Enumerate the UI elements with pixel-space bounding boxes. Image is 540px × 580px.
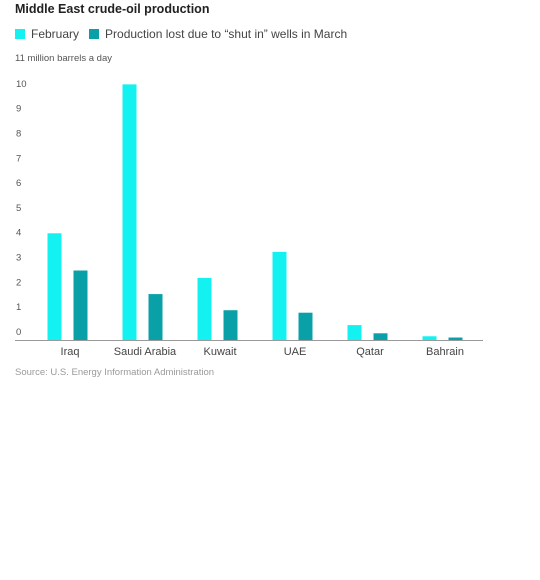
bar-bahrain-series-0 [422, 336, 437, 340]
legend-label-lost: Production lost due to “shut in” wells i… [105, 27, 348, 41]
y-tick-label: 1 [16, 302, 21, 313]
legend-item-february: February [15, 27, 79, 41]
legend-swatch-february [15, 29, 25, 39]
x-tick-label: Kuwait [203, 346, 236, 358]
bar-saudi-arabia-series-0 [122, 84, 137, 340]
bar-saudi-arabia-series-1 [148, 294, 163, 340]
y-tick-label: 9 [16, 104, 21, 115]
bar-uae-series-0 [272, 251, 287, 340]
y-tick-label: 8 [16, 128, 21, 139]
bar-qatar-series-1 [373, 333, 388, 340]
legend-item-lost: Production lost due to “shut in” wells i… [89, 27, 347, 41]
bar-uae-series-1 [298, 312, 313, 340]
bar-iraq-series-1 [73, 270, 88, 340]
x-tick-label: Qatar [356, 346, 384, 358]
x-tick-label: UAE [284, 346, 307, 358]
x-tick-label: Bahrain [426, 346, 464, 358]
y-tick-label: 4 [16, 228, 21, 239]
bar-kuwait-series-0 [197, 277, 212, 340]
y-tick-label: 10 [16, 79, 27, 90]
bar-iraq-series-0 [47, 233, 62, 340]
x-tick-label: Saudi Arabia [114, 346, 177, 358]
legend: February Production lost due to “shut in… [15, 27, 357, 41]
y-tick-label: 6 [16, 178, 21, 189]
source-note: Source: U.S. Energy Information Administ… [15, 367, 215, 378]
legend-label-february: February [31, 27, 80, 41]
bar-bahrain-series-1 [448, 337, 463, 340]
y-tick-label: 3 [16, 253, 21, 264]
bar-kuwait-series-1 [223, 310, 238, 340]
y-tick-label: 2 [16, 277, 21, 288]
legend-swatch-lost [89, 29, 100, 39]
y-tick-label: 0 [16, 327, 21, 338]
chart-title: Middle East crude-oil production [15, 2, 210, 16]
y-axis-unit-label: 11 million barrels a day [15, 53, 112, 64]
y-tick-label: 5 [16, 203, 21, 214]
y-tick-label: 7 [16, 153, 21, 164]
bar-qatar-series-0 [347, 325, 362, 340]
x-tick-label: Iraq [61, 346, 80, 358]
